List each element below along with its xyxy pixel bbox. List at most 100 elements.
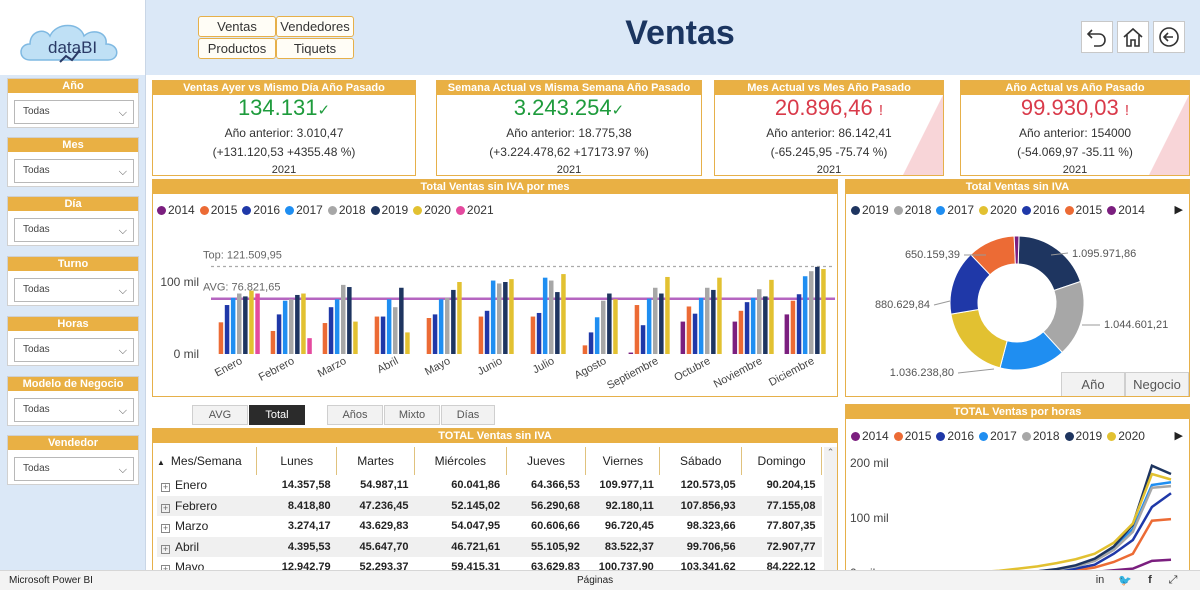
legend-item-2016[interactable]: 2016 (1021, 203, 1060, 217)
kpi-card-year[interactable]: Año Actual vs Año Pasado 99.930,03 ! Año… (960, 80, 1190, 176)
bar-2019-Junio (503, 282, 508, 354)
kpi-trend-shape (903, 95, 943, 175)
table-scrollbar[interactable]: ⌃ (824, 447, 837, 570)
nav-ventas-button[interactable]: Ventas (198, 16, 276, 37)
expand-icon[interactable]: + (161, 523, 170, 534)
home-icon (1123, 27, 1143, 47)
monthly-sales-chart[interactable]: Total Ventas sin IVA por mes 2014 2015 201… (152, 179, 838, 397)
pages-button[interactable]: Páginas (577, 575, 614, 586)
linkedin-icon[interactable]: in (1095, 574, 1105, 586)
undo-button[interactable] (1081, 21, 1113, 53)
legend-item-2018[interactable]: 2018 (327, 203, 366, 217)
legend-item-2018[interactable]: 2018 (893, 203, 931, 217)
legend-item-2020[interactable]: 2020 (413, 203, 451, 217)
twitter-icon[interactable]: 🐦 (1118, 575, 1132, 587)
slice-label-2016: 880.629,84 (875, 299, 930, 311)
legend-item-2020[interactable]: 2020 (979, 203, 1017, 217)
chevron-right-icon[interactable]: ▶ (1174, 204, 1183, 216)
legend-item-2019[interactable]: 2019 (1064, 429, 1102, 443)
donut-year-button[interactable]: Año (1061, 372, 1125, 396)
filter-month-dropdown[interactable]: Todas ⌵ (14, 159, 134, 183)
toggle-total-button[interactable]: Total (249, 405, 305, 425)
legend-item-2015[interactable]: 2015 (1064, 203, 1102, 217)
facebook-icon[interactable]: f (1148, 574, 1152, 586)
toggle-mixed-button[interactable]: Mixto (384, 405, 440, 425)
filter-day-dropdown[interactable]: Todas ⌵ (14, 218, 134, 242)
filter-year-dropdown[interactable]: Todas ⌵ (14, 100, 134, 124)
legend-item-2016[interactable]: 2016 (242, 203, 280, 217)
kpi-card-yesterday[interactable]: Ventas Ayer vs Mismo Día Año Pasado 134.… (152, 80, 416, 176)
legend-item-2020[interactable]: 2020 (1107, 429, 1145, 443)
filter-business-model-dropdown[interactable]: Todas ⌵ (14, 398, 134, 422)
filter-title: Turno (8, 257, 138, 271)
line-2018 (1038, 484, 1172, 570)
nav-productos-button[interactable]: Productos (198, 38, 276, 59)
legend-item-2017[interactable]: 2017 (285, 203, 323, 217)
legend-item-2018[interactable]: 2018 (1021, 429, 1060, 443)
expand-icon[interactable]: + (161, 502, 170, 513)
donut-business-button[interactable]: Negocio (1125, 372, 1189, 396)
column-header[interactable]: Viernes (585, 447, 661, 475)
column-header[interactable]: Domingo (741, 447, 822, 475)
table-row[interactable]: + Enero 14.357,58 54.987,11 60.041,86 64.366,… (157, 475, 822, 496)
expand-icon[interactable]: + (161, 543, 170, 554)
legend-item-2015[interactable]: 2015 (199, 203, 237, 217)
legend-item-2016[interactable]: 2016 (936, 429, 974, 443)
bar-2018-Enero (237, 293, 242, 354)
back-button[interactable] (1153, 21, 1185, 53)
month-cell: + Abril (157, 536, 257, 557)
legend-item-2015[interactable]: 2015 (893, 429, 931, 443)
legend-item-2019[interactable]: 2019 (370, 203, 408, 217)
value-cell: 52.145,02 (414, 495, 507, 516)
bar-2018-Septiembre (653, 287, 658, 354)
legend-item-2014[interactable]: 2014 (157, 203, 195, 217)
toggle-days-button[interactable]: Días (441, 405, 495, 425)
expand-icon[interactable]: + (161, 482, 170, 493)
filter-hours-dropdown[interactable]: Todas ⌵ (14, 338, 134, 362)
legend-item-2021[interactable]: 2021 (455, 203, 494, 217)
fullscreen-icon[interactable]: ⤢ (1168, 574, 1178, 586)
legend-dot (242, 206, 252, 215)
chevron-right-icon[interactable]: ▶ (1174, 430, 1183, 442)
bar-2019-Febrero (295, 294, 300, 354)
legend-item-2017[interactable]: 2017 (936, 203, 974, 217)
legend-item-2019[interactable]: 2019 (851, 203, 889, 217)
filter-shift-dropdown[interactable]: Todas ⌵ (14, 278, 134, 302)
hours-sales-chart[interactable]: TOTAL Ventas por horas 2014 2015 2016 2017 2… (845, 404, 1190, 570)
toggle-avg-button[interactable]: AVG (192, 405, 248, 425)
column-header[interactable]: Miércoles (414, 447, 507, 475)
toggle-years-button[interactable]: Años (327, 405, 383, 425)
scroll-up-icon[interactable]: ⌃ (826, 447, 835, 457)
y-tick-100: 100 mil (160, 275, 199, 289)
expand-icon[interactable]: + (161, 565, 170, 570)
nav-tiquets-button[interactable]: Tiquets (276, 38, 354, 59)
table-row[interactable]: + Febrero 8.418,80 47.236,45 52.145,02 56.290… (157, 495, 822, 516)
sales-grid: ▲ Mes/Semana Lunes Martes Miércoles Jueves Vie… (157, 447, 822, 570)
column-header[interactable]: Martes (336, 447, 415, 475)
bar-2020-Octubre (717, 277, 722, 354)
column-header[interactable]: ▲ Mes/Semana (157, 447, 258, 475)
column-header[interactable]: Jueves (506, 447, 587, 475)
table-row[interactable]: + Mayo 12.942,79 52.293,37 59.415,31 63.629,8… (157, 557, 822, 570)
line-2019 (1038, 464, 1172, 570)
legend-dot (285, 206, 295, 215)
sort-icon[interactable]: ▲ (157, 458, 165, 467)
kpi-card-week[interactable]: Semana Actual vs Misma Semana Año Pasado… (436, 80, 702, 176)
nav-vendedores-button[interactable]: Vendedores (276, 16, 354, 37)
table-row[interactable]: + Abril 4.395,53 45.647,70 46.721,61 55.105,9… (157, 536, 822, 557)
bar-2017-Abril (386, 299, 392, 354)
legend-item-2014[interactable]: 2014 (851, 429, 889, 443)
sales-table[interactable]: TOTAL Ventas sin IVA ▲ Mes/Semana Lunes Mar… (152, 428, 838, 570)
donut-sales-chart[interactable]: Total Ventas sin IVA 2019 2018 2017 2020 201… (845, 179, 1190, 397)
legend-item-2017[interactable]: 2017 (979, 429, 1017, 443)
legend-item-2014[interactable]: 2014 (1107, 203, 1145, 217)
column-header[interactable]: Lunes (256, 447, 338, 475)
slice-label-2020: 1.036.238,80 (890, 367, 954, 379)
kpi-card-month[interactable]: Mes Actual vs Mes Año Pasado 20.896,46 !… (714, 80, 944, 176)
kpi-title: Semana Actual vs Misma Semana Año Pasado (437, 81, 701, 95)
table-row[interactable]: + Marzo 3.274,17 43.629,83 54.047,95 60.606,6… (157, 516, 822, 537)
home-button[interactable] (1117, 21, 1149, 53)
filter-seller-dropdown[interactable]: Todas ⌵ (14, 457, 134, 481)
column-header[interactable]: Sábado (659, 447, 743, 475)
value-cell: 55.105,92 (506, 536, 586, 557)
